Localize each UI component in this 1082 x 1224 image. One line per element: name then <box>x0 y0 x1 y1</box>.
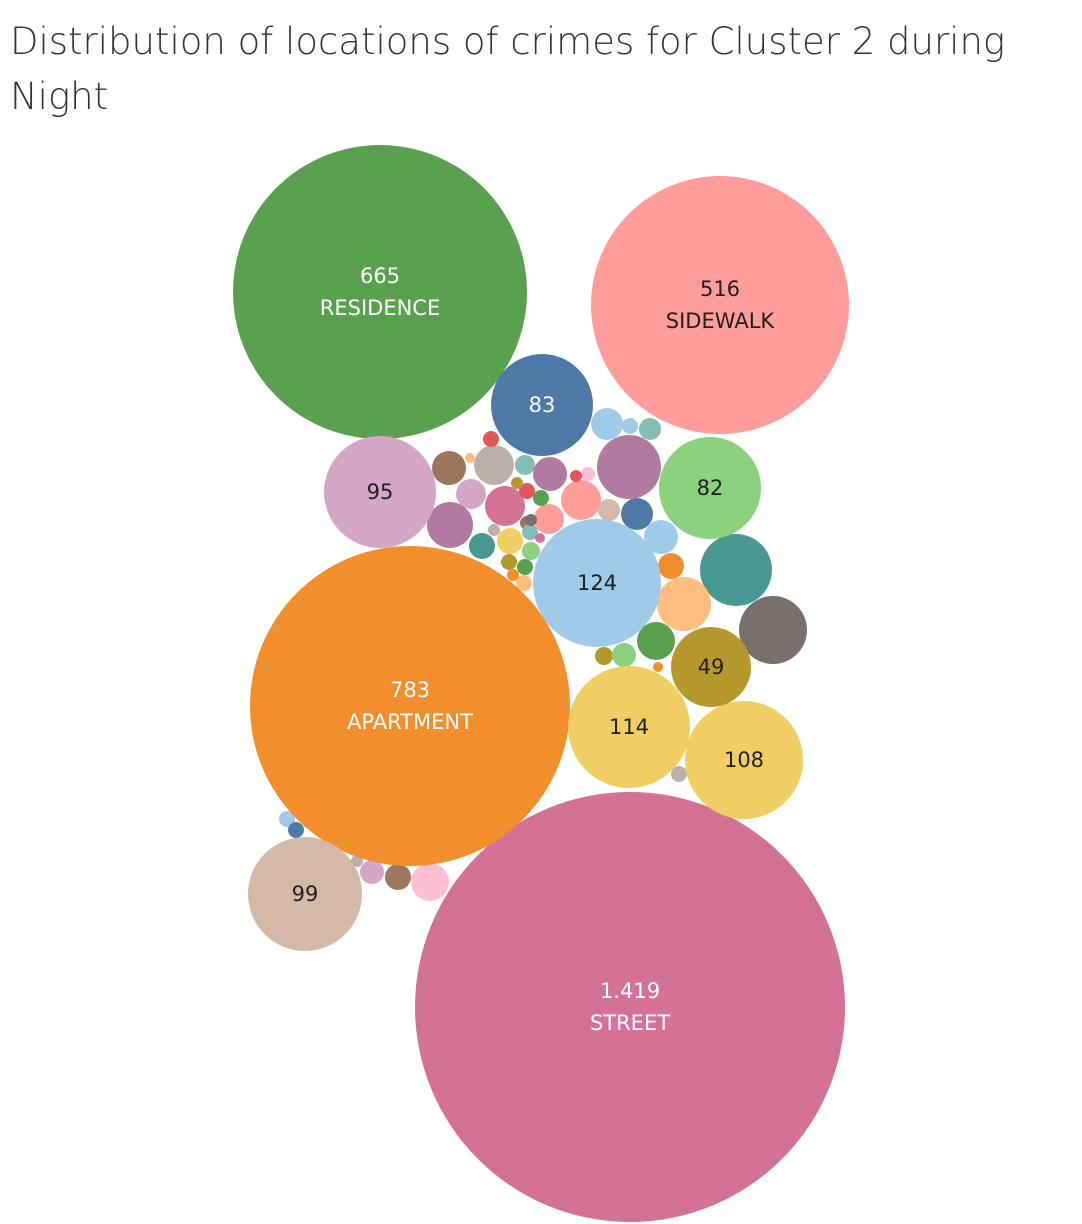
bubble-small <box>639 418 661 440</box>
bubble-small <box>485 486 525 526</box>
bubble-small <box>483 431 499 447</box>
bubble-value-label: 108 <box>724 748 764 772</box>
bubble-small <box>597 435 661 499</box>
bubble-small <box>612 643 636 667</box>
bubble-small <box>511 477 523 489</box>
bubble-residence: 665 RESIDENCE <box>233 145 527 439</box>
bubble-circle <box>568 666 690 788</box>
bubble-value-label: 49 <box>698 655 725 679</box>
bubble-category-label: RESIDENCE <box>320 296 440 320</box>
bubble-small <box>533 490 549 506</box>
bubble-small <box>581 467 595 481</box>
bubble-small <box>488 524 500 536</box>
bubble-small <box>671 766 687 782</box>
bubble-small <box>515 455 535 475</box>
bubble-small <box>739 596 807 664</box>
bubble-small <box>522 542 540 560</box>
bubble-small <box>288 822 304 838</box>
bubble-circle <box>250 546 570 866</box>
bubble-small <box>411 863 449 901</box>
bubble-circle <box>533 519 661 647</box>
bubble-small <box>700 534 772 606</box>
bubble-small <box>497 528 523 554</box>
bubble-small <box>279 811 295 827</box>
bubble-category-label: APARTMENT <box>347 710 473 734</box>
bubble-circle <box>248 837 362 951</box>
bubble-small <box>644 520 678 554</box>
bubble-value-49: 49 <box>671 627 751 707</box>
bubble-small <box>621 498 653 530</box>
bubble-circle <box>415 792 845 1222</box>
bubble-small <box>469 533 495 559</box>
bubble-small <box>474 445 514 485</box>
bubble-value-label: 99 <box>292 882 319 906</box>
bubble-category-label: SIDEWALK <box>666 309 776 333</box>
bubble-street: 1.419 STREET <box>415 792 845 1222</box>
bubble-value-label: 1.419 <box>600 979 660 1003</box>
bubble-apartment: 783 APARTMENT <box>250 546 570 866</box>
bubble-value-label: 124 <box>577 571 617 595</box>
bubble-small <box>653 662 663 672</box>
bubble-small <box>570 470 582 482</box>
bubble-circle <box>233 145 527 439</box>
bubble-small <box>591 408 623 440</box>
bubble-small <box>385 864 411 890</box>
bubble-small <box>517 559 533 575</box>
bubble-small <box>501 554 517 570</box>
bubble-value-82: 82 <box>659 437 761 539</box>
bubble-value-label: 82 <box>697 476 724 500</box>
bubble-value-83: 83 <box>491 354 593 456</box>
bubble-small <box>507 569 519 581</box>
bubble-value-label: 516 <box>700 277 740 301</box>
bubble-small <box>427 502 473 548</box>
bubble-value-label: 665 <box>360 264 400 288</box>
bubble-small <box>622 418 638 434</box>
bubble-value-99: 99 <box>248 837 362 951</box>
bubble-small <box>522 524 538 540</box>
bubble-small <box>535 533 545 543</box>
bubble-circle <box>591 176 849 434</box>
bubble-value-95: 95 <box>324 436 436 548</box>
bubble-small <box>637 622 675 660</box>
bubble-value-label: 95 <box>367 480 394 504</box>
bubble-small <box>658 553 684 579</box>
bubble-small <box>595 647 613 665</box>
bubble-category-label: STREET <box>590 1011 670 1035</box>
bubble-value-108: 108 <box>685 701 803 819</box>
bubble-value-label: 83 <box>529 393 556 417</box>
bubble-sidewalk: 516 SIDEWALK <box>591 176 849 434</box>
bubble-small <box>534 504 564 534</box>
bubble-small <box>432 451 466 485</box>
bubble-value-124: 124 <box>533 519 661 647</box>
bubble-small <box>561 480 601 520</box>
bubble-small <box>351 855 363 867</box>
bubble-circle <box>659 437 761 539</box>
bubble-circle <box>491 354 593 456</box>
chart-title: Distribution of locations of crimes for … <box>10 20 1006 118</box>
bubble-small <box>516 575 532 591</box>
bubble-small <box>465 453 475 463</box>
bubble-circle <box>671 627 751 707</box>
bubble-small <box>598 499 620 521</box>
bubble-small <box>657 577 711 631</box>
bubble-small <box>525 514 537 526</box>
bubble-value-label: 114 <box>609 715 649 739</box>
bubble-small <box>456 479 486 509</box>
bubble-value-label: 783 <box>390 678 430 702</box>
bubble-value-114: 114 <box>568 666 690 788</box>
bubble-circle <box>324 436 436 548</box>
bubble-small <box>519 483 535 499</box>
bubble-small <box>360 860 384 884</box>
bubble-circle <box>685 701 803 819</box>
bubble-small <box>533 457 567 491</box>
